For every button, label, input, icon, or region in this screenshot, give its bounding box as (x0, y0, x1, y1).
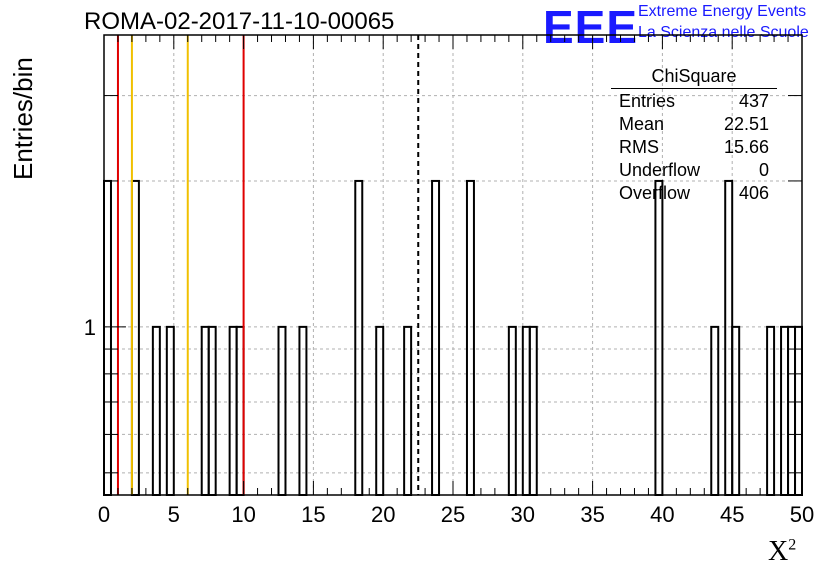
histogram-bar (375, 325, 385, 497)
histogram-bar (130, 179, 140, 497)
histogram-bar (228, 325, 238, 497)
histogram-bar (710, 325, 720, 497)
x-axis-label: X2 (768, 536, 796, 568)
x-tick-label: 50 (790, 502, 814, 527)
histogram-bar (103, 179, 112, 497)
x-axis-label-superscript: 2 (788, 536, 797, 554)
stats-row-underflow: Underflow 0 (611, 160, 777, 183)
histogram-bar (780, 325, 790, 497)
chart-title: ROMA-02-2017-11-10-00065 (84, 8, 395, 35)
histogram-bar (277, 325, 287, 497)
histogram-bar (354, 179, 364, 497)
histogram-bar (507, 325, 517, 497)
histogram-bar (787, 325, 797, 497)
histogram-bar (766, 325, 776, 497)
logo-line-1: Extreme Energy Events (638, 3, 807, 20)
x-tick-label: 40 (650, 502, 674, 527)
x-tick-label: 0 (98, 502, 110, 527)
stats-row-rms: RMS 15.66 (611, 137, 777, 160)
y-tick-label: 1 (84, 315, 96, 340)
stats-label: Entries (619, 91, 676, 111)
stats-value: 0 (758, 160, 769, 180)
x-tick-label: 5 (168, 502, 180, 527)
logo-line-2: La Scienza nelle Scuole (638, 24, 809, 41)
stats-box: ChiSquare Entries 437 Mean 22.51 RMS 15.… (611, 66, 777, 206)
histogram-bar (403, 325, 413, 497)
stats-row-mean: Mean 22.51 (611, 114, 777, 137)
stats-row-entries: Entries 437 (611, 91, 777, 114)
stats-value: 437 (738, 91, 769, 111)
histogram-bar (151, 325, 161, 497)
histogram-bar (654, 179, 664, 497)
histogram-bar (465, 179, 475, 497)
stats-label: Overflow (619, 183, 691, 203)
histogram-bar (200, 325, 210, 497)
stats-value: 406 (738, 183, 769, 203)
histogram-bar (298, 325, 308, 497)
histogram-bar (521, 325, 531, 497)
histogram-bar (724, 179, 734, 497)
stats-value: 22.51 (723, 114, 769, 134)
x-tick-label: 10 (231, 502, 255, 527)
eee-logo: EEE (543, 1, 639, 53)
x-tick-label: 15 (301, 502, 325, 527)
stats-title: ChiSquare (611, 66, 777, 89)
stats-row-overflow: Overflow 406 (611, 183, 777, 206)
histogram-bar (431, 179, 441, 497)
x-tick-label: 20 (371, 502, 395, 527)
histogram-bar (165, 325, 175, 497)
x-axis-label-base: X (768, 536, 789, 567)
stats-label: RMS (619, 137, 659, 157)
histogram-bar (235, 325, 245, 497)
histogram-bar (528, 325, 538, 497)
x-tick-label: 35 (580, 502, 604, 527)
x-tick-label: 25 (441, 502, 465, 527)
stats-value: 15.66 (723, 137, 769, 157)
histogram-bar (794, 325, 804, 497)
x-tick-label: 45 (720, 502, 744, 527)
stats-label: Underflow (619, 160, 701, 180)
stats-label: Mean (619, 114, 665, 134)
histogram-bar (207, 325, 217, 497)
histogram-bar (731, 325, 741, 497)
x-tick-label: 30 (511, 502, 535, 527)
